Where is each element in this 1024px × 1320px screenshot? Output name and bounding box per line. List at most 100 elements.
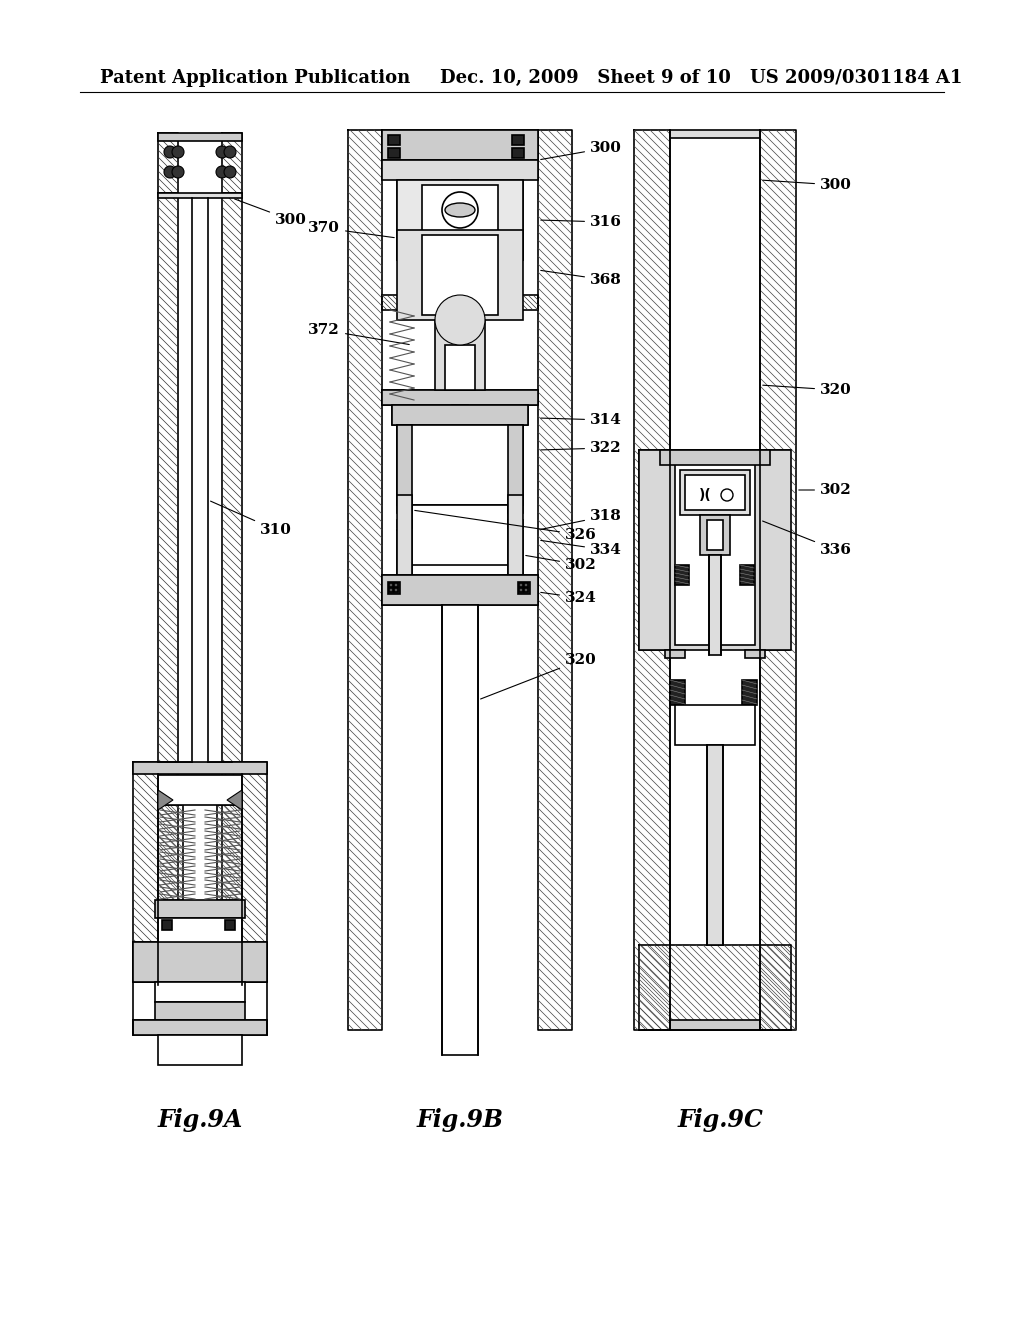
Circle shape xyxy=(435,294,485,345)
Bar xyxy=(435,253,485,257)
Bar xyxy=(388,148,400,158)
Text: 300: 300 xyxy=(763,178,852,191)
Text: 372: 372 xyxy=(308,323,410,345)
Bar xyxy=(508,506,523,513)
Text: 324: 324 xyxy=(541,591,597,605)
Bar xyxy=(512,135,524,145)
Bar xyxy=(225,920,234,931)
Bar xyxy=(158,1035,242,1065)
Bar xyxy=(388,582,400,594)
Circle shape xyxy=(442,191,478,228)
Bar xyxy=(709,554,721,655)
Bar xyxy=(740,565,754,585)
Bar xyxy=(675,565,689,585)
Bar xyxy=(388,135,400,145)
Bar xyxy=(162,960,172,970)
Bar xyxy=(133,942,267,982)
Bar xyxy=(158,775,242,805)
Bar xyxy=(382,389,538,405)
Text: 302: 302 xyxy=(525,556,597,572)
Bar xyxy=(435,319,485,389)
Text: 370: 370 xyxy=(308,220,394,238)
Polygon shape xyxy=(158,789,173,810)
Text: 316: 316 xyxy=(541,215,622,228)
Bar xyxy=(155,1002,245,1020)
Bar xyxy=(389,587,393,591)
Text: 300: 300 xyxy=(234,199,307,227)
Bar xyxy=(397,180,523,260)
Bar xyxy=(225,960,234,970)
Bar xyxy=(519,587,523,591)
Bar xyxy=(435,308,485,312)
Bar xyxy=(435,271,485,275)
Text: 314: 314 xyxy=(541,413,622,426)
Circle shape xyxy=(224,166,236,178)
Bar xyxy=(670,129,760,139)
Bar xyxy=(397,495,412,576)
Bar xyxy=(745,649,765,657)
Bar xyxy=(392,405,528,425)
Text: Patent Application Publication: Patent Application Publication xyxy=(100,69,411,87)
Bar xyxy=(707,744,723,945)
Bar xyxy=(133,762,267,774)
Bar xyxy=(397,425,523,506)
Bar xyxy=(422,185,498,255)
Bar xyxy=(639,450,791,649)
Bar xyxy=(435,247,485,251)
Text: 320: 320 xyxy=(480,653,597,700)
Circle shape xyxy=(721,488,733,502)
Bar xyxy=(155,982,245,1002)
Text: 302: 302 xyxy=(799,483,852,498)
Bar xyxy=(435,301,485,305)
Text: 310: 310 xyxy=(211,502,292,537)
Bar xyxy=(422,235,498,315)
Bar xyxy=(452,405,468,425)
Text: 336: 336 xyxy=(763,521,852,557)
Bar xyxy=(382,129,538,160)
Bar xyxy=(133,1020,267,1035)
Circle shape xyxy=(224,147,236,158)
Bar xyxy=(435,259,485,263)
Bar xyxy=(382,576,538,605)
Text: )(: )( xyxy=(698,488,712,502)
Bar xyxy=(519,583,523,587)
Bar xyxy=(155,900,245,917)
Bar xyxy=(394,587,398,591)
Bar xyxy=(158,133,242,141)
Text: 300: 300 xyxy=(541,141,622,160)
Bar xyxy=(508,520,523,528)
Bar xyxy=(435,242,485,246)
Text: 326: 326 xyxy=(415,511,597,543)
Bar xyxy=(412,506,508,565)
Bar xyxy=(435,282,485,286)
Bar xyxy=(435,265,485,269)
Bar xyxy=(452,180,468,209)
Bar xyxy=(670,1020,760,1030)
Bar xyxy=(162,920,172,931)
Bar xyxy=(435,235,485,239)
Text: Fig.9B: Fig.9B xyxy=(417,1107,504,1133)
Bar xyxy=(158,917,242,942)
Polygon shape xyxy=(227,789,242,810)
Bar xyxy=(742,680,757,705)
Bar xyxy=(680,470,750,515)
Circle shape xyxy=(216,166,228,178)
Bar xyxy=(675,705,755,744)
Bar xyxy=(700,515,730,554)
Bar xyxy=(508,495,523,576)
Circle shape xyxy=(216,147,228,158)
Bar xyxy=(435,289,485,293)
Text: US 2009/0301184 A1: US 2009/0301184 A1 xyxy=(750,69,963,87)
Text: 368: 368 xyxy=(541,271,622,286)
Bar xyxy=(394,583,398,587)
Bar xyxy=(389,583,393,587)
Bar xyxy=(442,605,478,1055)
Circle shape xyxy=(164,147,176,158)
Bar xyxy=(445,345,475,389)
Bar xyxy=(670,680,685,705)
Circle shape xyxy=(172,166,184,178)
Bar xyxy=(508,425,523,506)
Text: Fig.9C: Fig.9C xyxy=(677,1107,763,1133)
Bar xyxy=(435,277,485,281)
Text: 320: 320 xyxy=(763,383,852,397)
